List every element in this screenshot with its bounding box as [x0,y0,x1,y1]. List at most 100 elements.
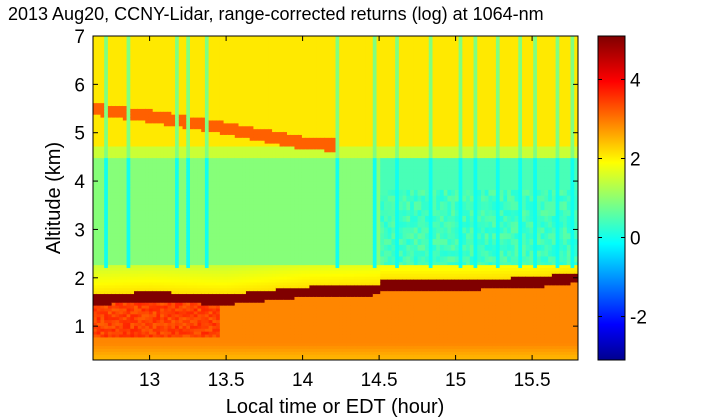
heatmap-cell [216,244,221,248]
heatmap-cell [115,319,120,323]
heatmap-cell [96,128,102,133]
heatmap-cell [163,143,169,147]
heatmap-cell [212,177,217,182]
heatmap-cell [186,229,191,234]
heatmap-cell [171,41,176,46]
heatmap-cell [111,174,116,179]
heatmap-cell [175,102,180,107]
heatmap-cell [122,203,128,208]
heatmap-cell [115,171,120,176]
heatmap-cell [115,157,120,161]
heatmap-cell [216,93,221,98]
heatmap-cell [141,252,146,257]
heatmap-cell [160,148,165,153]
heatmap-cell [145,296,150,300]
heatmap-cell [119,284,124,289]
heatmap-cell [134,160,139,164]
heatmap-cell [197,258,202,263]
heatmap-cell [137,73,143,78]
heatmap-cell [182,203,187,208]
heatmap-cell [115,79,120,83]
heatmap-cell [208,47,213,52]
heatmap-cell [171,145,176,150]
heatmap-cell [152,357,158,360]
heatmap-cell [186,171,191,176]
heatmap-cell [160,143,165,147]
heatmap-cell [96,73,102,78]
heatmap-cell [93,160,98,164]
heatmap-cell [119,299,124,303]
heatmap-cell [178,93,184,98]
heatmap-cell [197,203,202,208]
heatmap-cell [137,339,143,344]
heatmap-cell [100,325,105,329]
heatmap-cell [212,189,217,193]
heatmap-cell [171,70,176,75]
heatmap-cell [96,276,102,280]
heatmap-cell [212,154,217,159]
heatmap-cell [197,192,202,196]
heatmap-cell [186,157,191,161]
heatmap-cell [115,151,120,156]
heatmap-cell [104,189,109,193]
heatmap-cell [115,226,120,231]
heatmap-cell [107,267,113,271]
heatmap-cell [119,41,124,46]
heatmap-cell [145,183,150,188]
heatmap-cell [96,241,102,245]
heatmap-cell [130,131,135,135]
heatmap-cell [115,145,120,150]
heatmap-cell [167,128,172,133]
heatmap-cell [122,73,128,78]
heatmap-cell [182,189,187,193]
heatmap-cell [122,229,128,234]
heatmap-cell [115,276,120,280]
heatmap-cell [208,102,213,107]
heatmap-cell [182,50,187,54]
heatmap-cell [107,287,113,292]
heatmap-cell [141,111,146,115]
heatmap-cell [175,218,180,222]
heatmap-cell [216,174,221,179]
heatmap-cell [115,183,120,188]
heatmap-cell [212,229,217,234]
heatmap-cell [111,119,116,124]
heatmap-cell [152,255,158,260]
heatmap-cell [201,247,206,251]
heatmap-cell [115,96,120,101]
heatmap-cell [219,56,225,60]
heatmap-cell [197,47,202,52]
heatmap-cell [107,41,113,46]
heatmap-cell [186,221,191,225]
heatmap-cell [163,189,169,193]
heatmap-cell [219,299,225,303]
heatmap-cell [201,171,206,176]
heatmap-cell [163,252,169,257]
heatmap-cell [212,238,217,242]
heatmap-cell [212,56,217,60]
heatmap-cell [167,209,172,214]
heatmap-cell [145,73,150,78]
heatmap-cell [93,122,98,127]
heatmap-cell [119,200,124,205]
heatmap-cell [182,264,187,269]
heatmap-cell [178,102,184,107]
heatmap-cell [167,313,172,318]
heatmap-cell [100,93,105,98]
heatmap-cell [208,62,213,66]
heatmap-cell [171,333,176,338]
heatmap-cell [119,128,124,133]
heatmap-cell [204,62,210,66]
heatmap-cell [208,131,213,135]
heatmap-cell [134,221,139,225]
heatmap-cell [152,333,158,338]
heatmap-cell [208,357,213,360]
heatmap-cell [204,241,210,245]
heatmap-cell [134,215,139,219]
heatmap-cell [171,296,176,300]
heatmap-cell [160,53,165,57]
heatmap-cell [107,96,113,101]
heatmap-cell [141,140,146,144]
heatmap-cell [156,331,161,335]
heatmap-cell [122,96,128,101]
